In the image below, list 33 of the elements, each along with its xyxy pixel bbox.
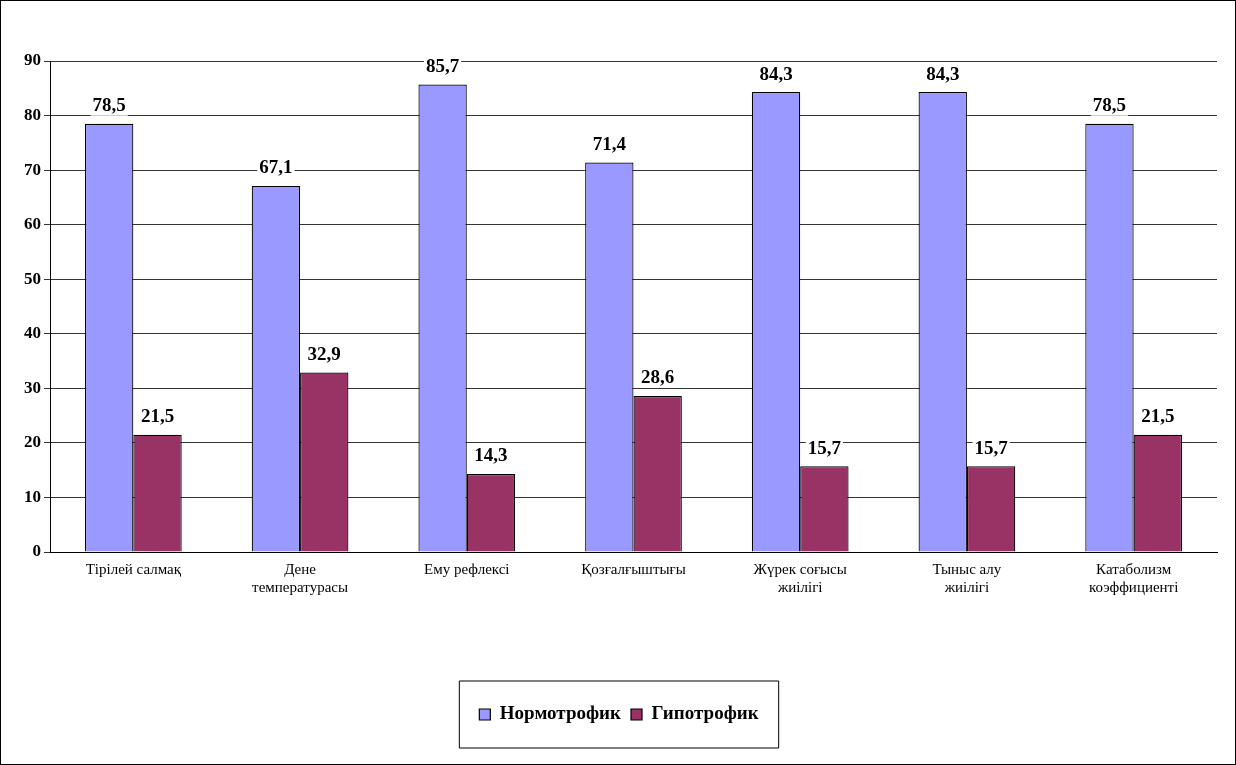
x-tick-label: Қозғалғыштығы bbox=[581, 560, 686, 577]
data-label: 67,1 bbox=[259, 156, 293, 178]
x-tick-label: Жүрек соғысы жиілігі bbox=[753, 560, 847, 595]
x-tick-label: Катаболизм коэффициенті bbox=[1088, 560, 1179, 595]
x-tick-label: Тыныс алу жиілігі bbox=[932, 560, 1002, 595]
data-label: 15,7 bbox=[974, 436, 1009, 458]
data-label: 84,3 bbox=[759, 62, 793, 84]
data-label: 14,3 bbox=[474, 444, 508, 466]
data-label: 85,7 bbox=[425, 54, 460, 76]
y-tick-label: 20 bbox=[24, 432, 41, 452]
legend-label: Нормотрофик bbox=[499, 702, 622, 724]
data-label: 78,5 bbox=[1092, 94, 1127, 116]
y-tick-label: 40 bbox=[24, 323, 41, 343]
legend-label: Гипотрофик bbox=[651, 702, 759, 724]
data-label: 21,5 bbox=[1141, 405, 1175, 427]
data-label: 21,5 bbox=[140, 405, 175, 427]
y-tick-label: 50 bbox=[24, 268, 41, 288]
data-label: 32,9 bbox=[307, 342, 341, 364]
y-tick-label: 60 bbox=[24, 214, 41, 234]
data-label: 78,5 bbox=[92, 94, 126, 116]
x-tick-label: Ему рефлексі bbox=[424, 560, 510, 577]
y-tick-label: 90 bbox=[24, 50, 41, 70]
y-tick-label: 80 bbox=[24, 104, 41, 124]
data-label: 15,7 bbox=[807, 436, 842, 458]
data-label: 28,6 bbox=[641, 366, 675, 388]
y-tick-label: 10 bbox=[24, 486, 41, 506]
y-tick-label: 70 bbox=[24, 159, 41, 179]
data-label: 84,3 bbox=[926, 62, 960, 84]
x-tick-label: Тірілей салмақ bbox=[85, 560, 182, 577]
y-tick-label: 0 bbox=[32, 541, 41, 561]
data-label: 71,4 bbox=[592, 132, 627, 154]
y-tick-label: 30 bbox=[24, 377, 41, 397]
x-tick-label: Дене температурасы bbox=[252, 560, 349, 595]
